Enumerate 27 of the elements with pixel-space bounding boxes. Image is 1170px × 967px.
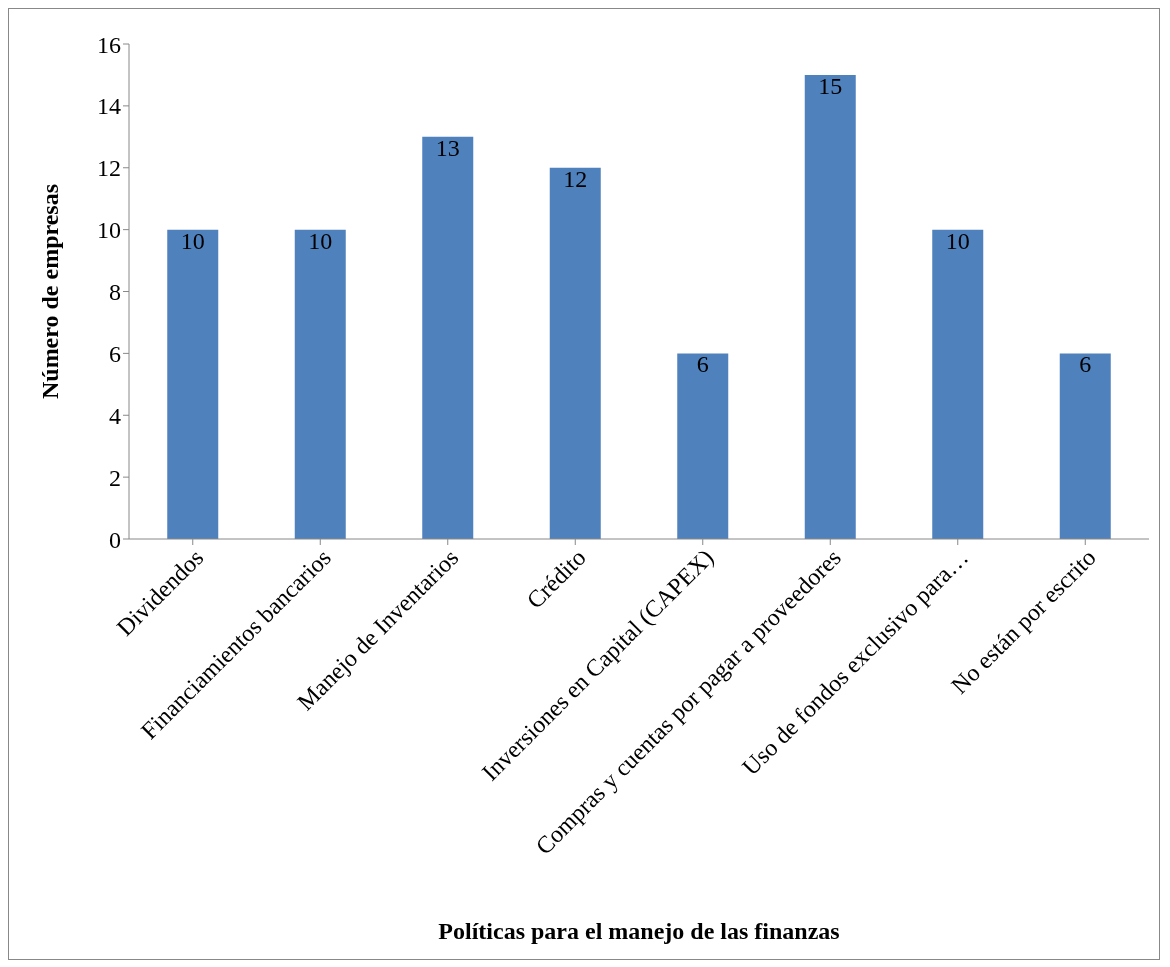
y-tick-label: 2 bbox=[109, 464, 121, 491]
bar bbox=[549, 167, 601, 539]
y-tick-label: 12 bbox=[97, 155, 121, 182]
data-label: 6 bbox=[696, 351, 709, 378]
y-axis-title: Número de empresas bbox=[36, 183, 63, 400]
data-label: 12 bbox=[563, 165, 588, 192]
bar bbox=[294, 229, 346, 539]
bar bbox=[804, 74, 856, 539]
data-label: 13 bbox=[435, 134, 460, 161]
y-tick-label: 0 bbox=[109, 526, 121, 553]
y-tick-label: 4 bbox=[109, 402, 121, 429]
data-label: 10 bbox=[308, 227, 333, 254]
x-axis-title: Políticas para el manejo de las finanzas bbox=[438, 918, 840, 944]
y-tick-label: 16 bbox=[97, 31, 121, 58]
data-label: 10 bbox=[180, 227, 205, 254]
y-tick-label: 10 bbox=[97, 217, 121, 244]
y-tick-label: 8 bbox=[109, 279, 121, 306]
bar bbox=[167, 229, 219, 539]
y-tick-label: 6 bbox=[109, 340, 121, 367]
bar bbox=[422, 136, 474, 539]
y-tick-label: 14 bbox=[97, 93, 121, 120]
bar bbox=[677, 353, 729, 539]
bar bbox=[1059, 353, 1111, 539]
data-label: 15 bbox=[818, 72, 843, 99]
data-label: 6 bbox=[1079, 351, 1092, 378]
data-label: 10 bbox=[945, 227, 970, 254]
bar bbox=[932, 229, 984, 539]
